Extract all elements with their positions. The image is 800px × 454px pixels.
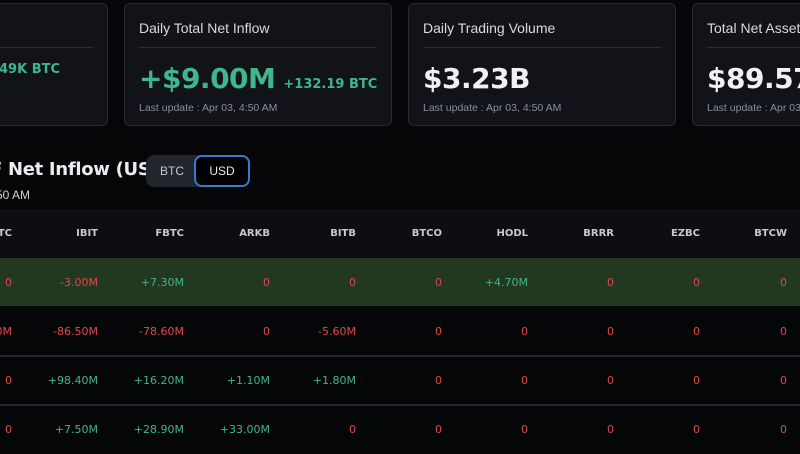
table-cell: 0	[607, 374, 614, 387]
toggle-option-btc[interactable]: BTC	[160, 164, 184, 178]
table-cell: +98.40M	[47, 374, 98, 387]
table-cell: +7.30M	[140, 276, 184, 289]
section-subtitle: 50 AM	[0, 188, 31, 202]
table-cell: 0	[607, 325, 614, 338]
card-value-main: +$9.00M	[139, 62, 276, 95]
table-cell: 0	[693, 374, 700, 387]
table-cell: 0	[780, 423, 787, 436]
table-cell: 0	[349, 423, 356, 436]
column-header: IBIT	[76, 228, 98, 239]
table-cell: 0	[521, 423, 528, 436]
card-last-update: Last update : Apr 03, 4:50 AM	[707, 102, 800, 114]
stat-card-cumulative: 49K BTC	[0, 3, 108, 126]
card-title: Daily Total Net Inflow	[139, 20, 270, 36]
card-divider	[139, 47, 377, 48]
card-value-row: 49K BTC	[0, 62, 60, 77]
table-row[interactable]: 0 +98.40M +16.20M +1.10M +1.80M 0 0 0 0 …	[0, 357, 800, 405]
card-last-update: Last update : Apr 03, 4:50 AM	[139, 102, 278, 114]
table-cell: 0	[435, 374, 442, 387]
table-cell: +28.90M	[133, 423, 184, 436]
column-header: BTCW	[754, 228, 787, 239]
table-cell: 0	[607, 276, 614, 289]
table-cell: -3.00M	[60, 276, 98, 289]
table-cell: +33.00M	[219, 423, 270, 436]
section-title: F Net Inflow (USD)	[0, 159, 174, 180]
card-value-sub: +132.19 BTC	[283, 77, 378, 92]
table-row[interactable]: 0 +7.50M +28.90M +33.00M 0 0 0 0 0 0	[0, 406, 800, 454]
table-cell: -86.50M	[53, 325, 98, 338]
card-value-row: +$9.00M +132.19 BTC	[139, 62, 377, 95]
table-cell: 0	[263, 276, 270, 289]
table-cell: 0	[693, 276, 700, 289]
table-cell: 0	[5, 423, 12, 436]
row-divider	[0, 404, 800, 406]
toggle-option-usd[interactable]: USD	[194, 155, 250, 187]
card-title: Daily Trading Volume	[423, 20, 556, 36]
table-cell: +4.70M	[484, 276, 528, 289]
column-header: TC	[0, 228, 12, 239]
table-cell: 0	[780, 276, 787, 289]
table-cell: -5.60M	[318, 325, 356, 338]
card-divider	[423, 47, 661, 48]
column-header: EZBC	[670, 228, 700, 239]
table-cell: 0	[607, 423, 614, 436]
card-value-main: $3.23B	[423, 62, 530, 95]
table-cell: -78.60M	[139, 325, 184, 338]
table-row[interactable]: 0M -86.50M -78.60M 0 -5.60M 0 0 0 0 0	[0, 307, 800, 355]
table-cell: 0	[435, 276, 442, 289]
table-cell: +1.80M	[312, 374, 356, 387]
table-cell: 0	[521, 374, 528, 387]
column-header: BRRR	[583, 228, 614, 239]
table-cell: +7.50M	[54, 423, 98, 436]
table-cell: 0	[780, 374, 787, 387]
card-value-main: $89.57B	[707, 62, 800, 95]
card-value-row: $89.57B	[707, 62, 800, 95]
table-cell: 0	[693, 423, 700, 436]
stat-card-total-net-assets: Total Net Assets $89.57B Last update : A…	[692, 3, 800, 126]
column-header: BITB	[330, 228, 356, 239]
table-cell: 0	[349, 276, 356, 289]
card-last-update: Last update : Apr 03, 4:50 AM	[423, 102, 562, 114]
table-cell: +16.20M	[133, 374, 184, 387]
row-divider	[0, 355, 800, 357]
table-cell: +1.10M	[226, 374, 270, 387]
table-cell: 0	[5, 276, 12, 289]
card-value-sub: 49K BTC	[0, 62, 61, 77]
column-header: FBTC	[155, 228, 184, 239]
card-title: Total Net Assets	[707, 20, 800, 36]
table-header: TC IBIT FBTC ARKB BITB BTCO HODL BRRR EZ…	[0, 209, 800, 257]
table-cell: 0	[521, 325, 528, 338]
card-divider	[707, 47, 800, 48]
table-row[interactable]: 0 -3.00M +7.30M 0 0 0 +4.70M 0 0 0	[0, 258, 800, 306]
column-header: ARKB	[239, 228, 270, 239]
table-cell: 0	[263, 325, 270, 338]
card-value-row: $3.23B	[423, 62, 530, 95]
table-cell: 0	[435, 423, 442, 436]
card-divider	[0, 47, 93, 48]
stat-card-daily-trading-volume: Daily Trading Volume $3.23B Last update …	[408, 3, 676, 126]
column-header: HODL	[496, 228, 528, 239]
table-cell: 0M	[0, 325, 12, 338]
column-header: BTCO	[411, 228, 442, 239]
table-cell: 0	[5, 374, 12, 387]
table-cell: 0	[693, 325, 700, 338]
table-cell: 0	[780, 325, 787, 338]
stat-card-daily-net-inflow: Daily Total Net Inflow +$9.00M +132.19 B…	[124, 3, 392, 126]
table-cell: 0	[435, 325, 442, 338]
currency-toggle: BTC USD	[146, 155, 250, 187]
